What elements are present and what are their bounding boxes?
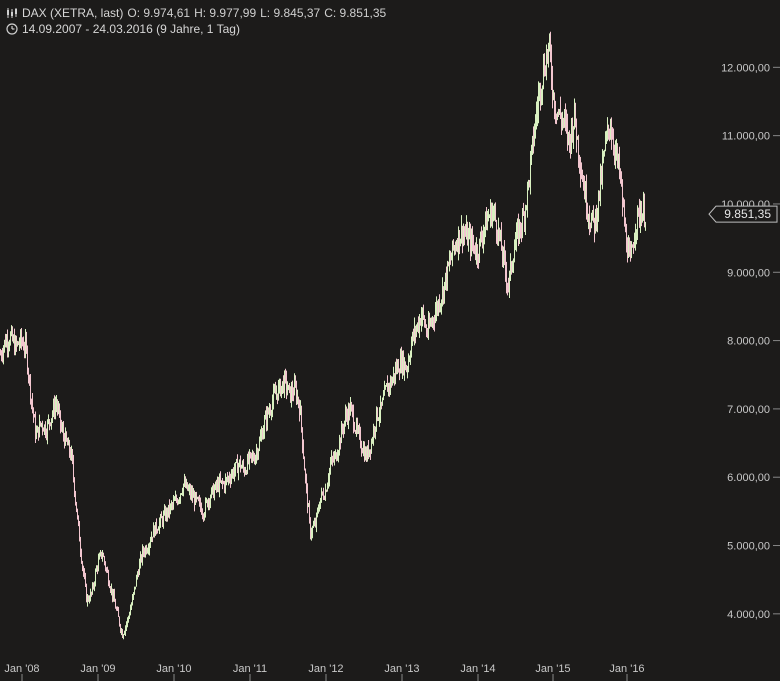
y-tick-label: 8.000,00	[727, 336, 770, 348]
date-range-label: 14.09.2007 - 24.03.2016 (9 Jahre, 1 Tag)	[22, 22, 240, 36]
x-tick-label: Jan '10	[156, 663, 191, 675]
x-tick-label: Jan '09	[80, 663, 115, 675]
clock-icon[interactable]	[6, 23, 18, 35]
high-value: H: 9.977,99	[194, 6, 257, 20]
y-axis: 4.000,00 5.000,00 6.000,00 7.000,00 8.000,00…	[721, 62, 780, 621]
candles-icon[interactable]	[6, 7, 18, 19]
y-tick-label: 9.000,00	[727, 267, 770, 279]
header-ohlc-line: DAX (XETRA, last) O: 9.974,61 H: 9.977,9…	[6, 5, 386, 21]
last-price-badge-shape	[708, 205, 778, 223]
header-range-line: 14.09.2007 - 24.03.2016 (9 Jahre, 1 Tag)	[6, 21, 386, 37]
symbol-label: DAX (XETRA, last)	[22, 6, 124, 20]
x-tick-label: Jan '11	[233, 663, 267, 675]
y-tick-label: 12.000,00	[721, 62, 770, 74]
x-tick-label: Jan '12	[308, 663, 343, 675]
x-axis: Jan '08 Jan '09 Jan '10 Jan '11 Jan '12 Jan '…	[4, 663, 645, 681]
last-price-label: 9.851,35	[724, 207, 771, 221]
low-value: L: 9.845,37	[260, 6, 321, 20]
x-tick-label: Jan '08	[4, 663, 39, 675]
y-tick-label: 5.000,00	[727, 541, 770, 553]
chart-header: DAX (XETRA, last) O: 9.974,61 H: 9.977,9…	[6, 5, 386, 37]
last-price-badge: 9.851,35	[708, 205, 778, 223]
y-tick-label: 4.000,00	[727, 609, 770, 621]
open-value: O: 9.974,61	[127, 6, 191, 20]
x-tick-label: Jan '16	[609, 663, 644, 675]
y-tick-label: 6.000,00	[727, 472, 770, 484]
y-tick-label: 11.000,00	[722, 131, 770, 143]
x-tick-label: Jan '13	[384, 663, 419, 675]
x-tick-label: Jan '14	[460, 663, 495, 675]
y-tick-label: 7.000,00	[727, 404, 770, 416]
close-value: C: 9.851,35	[324, 6, 387, 20]
price-series	[0, 31, 646, 640]
x-tick-label: Jan '15	[535, 663, 570, 675]
